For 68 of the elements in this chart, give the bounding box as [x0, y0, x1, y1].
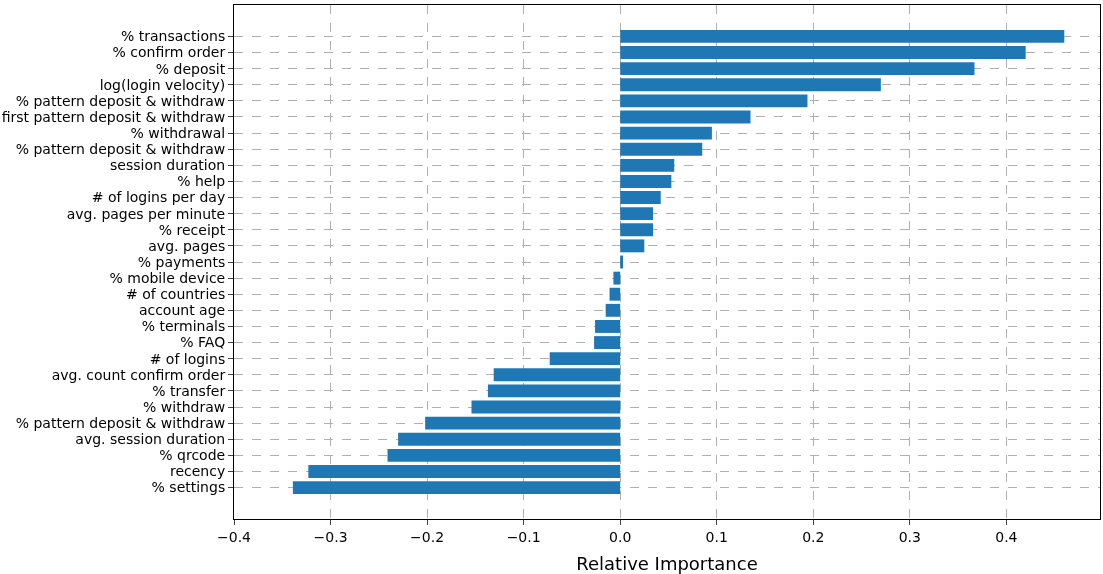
y-tick-label: % receipt	[158, 221, 226, 238]
bar	[387, 448, 621, 462]
bar	[605, 303, 621, 317]
bar	[620, 94, 808, 108]
y-tick-label: % help	[177, 173, 226, 190]
bar	[595, 320, 621, 333]
bar	[493, 368, 621, 382]
bar	[620, 207, 653, 221]
bar	[549, 352, 621, 366]
y-tick-label: % qrcode	[159, 447, 226, 464]
y-tick-label: % mobile device	[109, 270, 226, 287]
y-tick-label: session duration	[110, 157, 226, 174]
y-tick-label: % payments	[137, 253, 226, 270]
y-tick-label: avg. pages per minute	[66, 205, 226, 222]
bar	[620, 29, 1065, 43]
x-tick-label: −0.4	[217, 528, 252, 545]
x-axis-title: Relative Importance	[576, 553, 758, 574]
y-tick-label: % transfer	[152, 382, 226, 399]
y-tick-label: % pattern deposit & withdraw	[15, 92, 226, 109]
y-tick-label: % transactions	[121, 28, 226, 45]
y-tick-label: # of logins per day	[91, 189, 226, 206]
y-tick-label: % confirm order	[112, 44, 226, 61]
y-tick-label: account age	[138, 302, 226, 319]
x-tick-label: −0.3	[313, 528, 348, 545]
bar	[620, 110, 751, 124]
bar	[620, 126, 712, 140]
x-tick-label: −0.1	[506, 528, 541, 545]
bar	[620, 239, 645, 253]
bar	[398, 432, 621, 446]
bar	[620, 174, 672, 188]
bar	[487, 384, 621, 398]
y-tick-label: avg. pages	[148, 237, 226, 254]
bar	[620, 46, 1026, 59]
y-tick-label: % pattern deposit & withdraw	[15, 415, 226, 432]
bar	[620, 158, 675, 172]
bar	[594, 336, 621, 350]
bar	[425, 416, 621, 430]
bar	[620, 223, 653, 237]
x-tick-label: 0.4	[995, 528, 1018, 545]
y-tick-label: # of logins	[149, 350, 226, 367]
bar	[613, 271, 621, 285]
bar	[308, 465, 621, 478]
x-tick-label: 0.1	[705, 528, 728, 545]
y-tick-label: % deposit	[155, 60, 226, 77]
bar	[620, 78, 881, 92]
y-tick-label: log(login velocity)	[99, 76, 226, 93]
bar	[609, 287, 621, 301]
x-tick-label: 0.2	[802, 528, 825, 545]
bar	[620, 62, 975, 76]
y-tick-label: avg. count confirm order	[51, 366, 226, 383]
y-tick-label: % terminals	[141, 318, 226, 335]
x-tick-label: 0.3	[898, 528, 921, 545]
y-tick-label: % FAQ	[180, 334, 226, 351]
x-tick-label: −0.2	[410, 528, 445, 545]
bar	[620, 191, 661, 204]
y-tick-label: % withdraw	[143, 398, 226, 415]
y-tick-label: % pattern deposit & withdraw	[15, 141, 226, 158]
y-tick-label: first pattern deposit & withdraw	[1, 108, 226, 125]
x-tick-label: 0.0	[609, 528, 632, 545]
y-tick-label: avg. session duration	[75, 431, 226, 448]
y-tick-label: recency	[169, 463, 226, 480]
y-tick-label: # of countries	[126, 286, 226, 303]
bar	[620, 142, 703, 156]
bar	[292, 481, 621, 495]
bar	[620, 255, 624, 269]
y-tick-label: % withdrawal	[130, 125, 226, 141]
bar	[471, 400, 621, 414]
y-tick-label: % settings	[151, 479, 226, 496]
